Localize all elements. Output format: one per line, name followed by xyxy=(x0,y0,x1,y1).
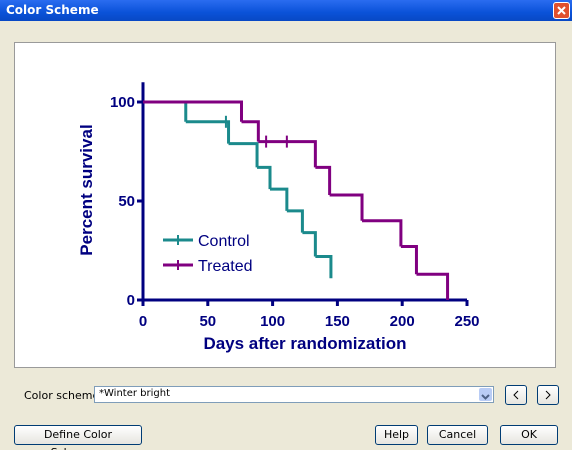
define-button[interactable]: Define Color Scheme... xyxy=(14,425,142,450)
dropdown-arrow xyxy=(479,388,492,401)
chart-panel xyxy=(14,42,556,368)
arrow-icon xyxy=(481,394,490,400)
close-button[interactable] xyxy=(553,2,570,19)
next-icon xyxy=(545,390,551,400)
scheme-dropdown[interactable]: *Winter bright xyxy=(94,386,494,403)
close-icon xyxy=(557,6,566,15)
title-bar: Color Scheme xyxy=(0,0,572,21)
help-button[interactable]: Help xyxy=(375,425,418,445)
scheme-label: Color scheme: xyxy=(24,389,103,402)
prev-icon xyxy=(513,390,519,400)
cancel-button[interactable]: Cancel xyxy=(427,425,488,445)
prev-button[interactable] xyxy=(505,385,527,405)
scheme-value: *Winter bright xyxy=(99,388,170,399)
window-title: Color Scheme xyxy=(6,3,99,17)
next-button[interactable] xyxy=(537,385,559,405)
ok-button[interactable]: OK xyxy=(500,425,558,445)
